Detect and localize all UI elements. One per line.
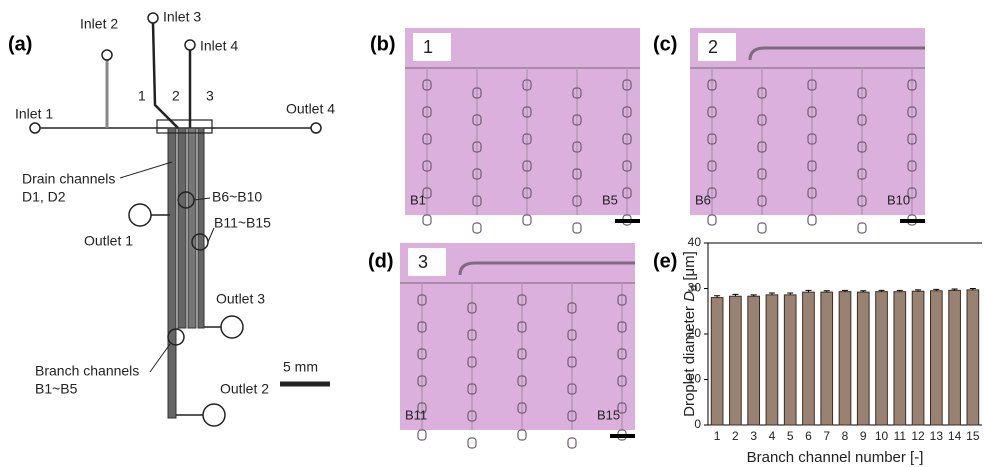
number: 3: [418, 252, 428, 272]
port: [185, 40, 195, 50]
bar: [803, 292, 815, 425]
bar: [949, 290, 961, 425]
bar: [784, 295, 796, 425]
bar: [876, 292, 888, 425]
label: Outlet 3: [216, 291, 265, 307]
x-tick-label: 11: [894, 429, 907, 443]
bar: [748, 296, 760, 425]
y-tick-label: 40: [688, 235, 702, 249]
label: Inlet 4: [200, 38, 238, 54]
x-tick-label: 6: [805, 429, 812, 443]
label: B1~B5: [35, 381, 78, 397]
label: Branch channels: [35, 363, 139, 379]
port: [129, 204, 151, 226]
x-tick-label: 8: [842, 429, 849, 443]
droplet: [858, 223, 866, 233]
y-tick-label: 0: [694, 417, 701, 431]
drain-channel: [188, 128, 196, 328]
bar: [967, 290, 979, 425]
port: [203, 404, 225, 426]
bar: [839, 292, 851, 425]
droplet: [518, 430, 526, 440]
label: B6~B10: [212, 189, 262, 205]
label: Outlet 4: [286, 101, 335, 117]
label: B11~B15: [214, 215, 271, 231]
bar: [821, 292, 833, 425]
leader: [150, 344, 170, 372]
label: Inlet 1: [15, 106, 53, 122]
label: Outlet 2: [220, 381, 269, 397]
number: 2: [708, 37, 718, 57]
branch-label: B11: [405, 407, 427, 422]
droplet: [423, 215, 431, 225]
bar: [730, 296, 742, 425]
label: Inlet 3: [163, 9, 201, 25]
inlet-channel: [153, 23, 178, 128]
x-tick-label: 3: [750, 429, 757, 443]
label: Inlet 2: [80, 16, 118, 32]
label: D1, D2: [22, 189, 66, 205]
x-tick-label: 14: [948, 429, 962, 443]
panel-label: (d): [368, 250, 394, 272]
droplet: [473, 223, 481, 233]
panel-label: (c): [653, 33, 677, 55]
panel-label: (a): [8, 33, 32, 55]
drain-channel: [178, 128, 186, 328]
bar: [894, 292, 906, 425]
drain-channel: [168, 128, 176, 418]
leader: [120, 162, 172, 178]
port: [102, 50, 112, 60]
x-tick-label: 5: [787, 429, 794, 443]
x-axis-label: Branch channel number [-]: [747, 449, 924, 466]
droplet: [468, 438, 476, 448]
x-tick-label: 13: [930, 429, 944, 443]
branch-label: B10: [887, 192, 910, 207]
number: 1: [423, 37, 433, 57]
bar: [711, 298, 723, 425]
branch-label: B15: [597, 407, 620, 422]
label: Outlet 1: [84, 233, 133, 249]
label: Drain channels: [22, 171, 115, 187]
y-axis-label-part: Droplet diameter: [681, 302, 698, 417]
droplet: [808, 215, 816, 225]
droplet: [523, 215, 531, 225]
x-tick-label: 9: [860, 429, 867, 443]
bar: [912, 291, 924, 425]
panel-label: (e): [653, 250, 677, 272]
y-axis-label-part: [μm]: [681, 251, 698, 285]
droplet: [708, 215, 716, 225]
x-tick-label: 4: [769, 429, 776, 443]
droplet: [418, 430, 426, 440]
x-tick-label: 15: [966, 429, 980, 443]
port: [221, 316, 243, 338]
droplet: [758, 223, 766, 233]
port: [148, 13, 158, 23]
y-axis-label-part: D: [681, 291, 698, 302]
label: 5 mm: [283, 359, 318, 375]
droplet: [568, 438, 576, 448]
droplet: [573, 223, 581, 233]
port: [30, 123, 40, 133]
bar: [766, 295, 778, 425]
x-tick-label: 12: [911, 429, 925, 443]
branch-label: B6: [695, 192, 711, 207]
x-tick-label: 7: [823, 429, 830, 443]
branch-label: B5: [602, 192, 618, 207]
figure: (a) Inlet 1 Inlet 2 Inlet 3 Inlet 4 1 2 …: [0, 0, 985, 467]
x-tick-label: 2: [732, 429, 739, 443]
x-tick-label: 10: [875, 429, 889, 443]
bar: [930, 291, 942, 425]
branch-label: B1: [410, 192, 426, 207]
label: 2: [172, 88, 180, 104]
port: [311, 123, 321, 133]
x-tick-label: 1: [714, 429, 721, 443]
label: 1: [138, 88, 146, 104]
label: 3: [206, 88, 214, 104]
y-axis-label: Droplet diameter Dd [μm]: [681, 251, 700, 417]
panel-label: (b): [370, 33, 396, 55]
bar: [857, 292, 869, 425]
drain-channel: [198, 128, 204, 328]
